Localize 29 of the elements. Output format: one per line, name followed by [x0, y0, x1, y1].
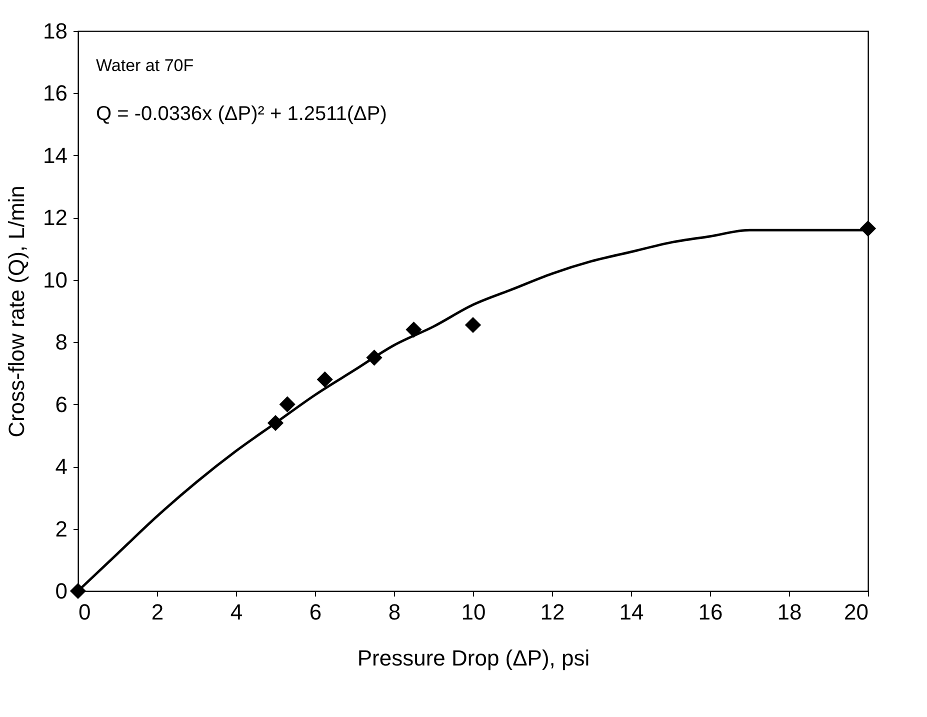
y-tick-label: 14 — [43, 142, 68, 168]
y-tick-label: 4 — [55, 454, 68, 480]
x-tick-label: 0 — [78, 600, 91, 624]
annotation: Q = -0.0336x (ΔP)² + 1.2511(ΔP) — [96, 103, 387, 125]
y-tick-label: 10 — [43, 267, 68, 292]
point — [316, 371, 333, 388]
y-tick-label: 12 — [43, 205, 68, 230]
x-tick-label: 2 — [151, 600, 164, 624]
x-tick-label: 4 — [230, 600, 243, 624]
y-tick-label: 2 — [55, 516, 68, 542]
point — [70, 582, 86, 600]
point — [464, 316, 482, 334]
y-tick-label: 6 — [55, 392, 68, 417]
x-tick-label: 20 — [844, 600, 868, 624]
x-tick-label: 16 — [698, 600, 723, 624]
point — [279, 396, 296, 412]
y-tick-label: 16 — [43, 80, 68, 106]
x-axis-title: Pressure Drop (ΔP), psi — [357, 646, 590, 670]
y-axis-title: Cross-flow rate (Q), L/min — [4, 186, 30, 438]
x-tick-label: 12 — [540, 600, 565, 624]
y-tick-label: 0 — [55, 578, 68, 604]
x-tick-label: 18 — [777, 600, 802, 624]
x-tick-label: 10 — [461, 600, 486, 624]
y-tick-label: 18 — [43, 18, 68, 44]
x-tick-label: 14 — [619, 600, 644, 624]
x-tick-label: 6 — [309, 600, 322, 624]
x-tick-label: 8 — [388, 600, 401, 624]
annotation: Water at 70F — [96, 56, 194, 75]
y-tick-label: 8 — [55, 330, 68, 355]
